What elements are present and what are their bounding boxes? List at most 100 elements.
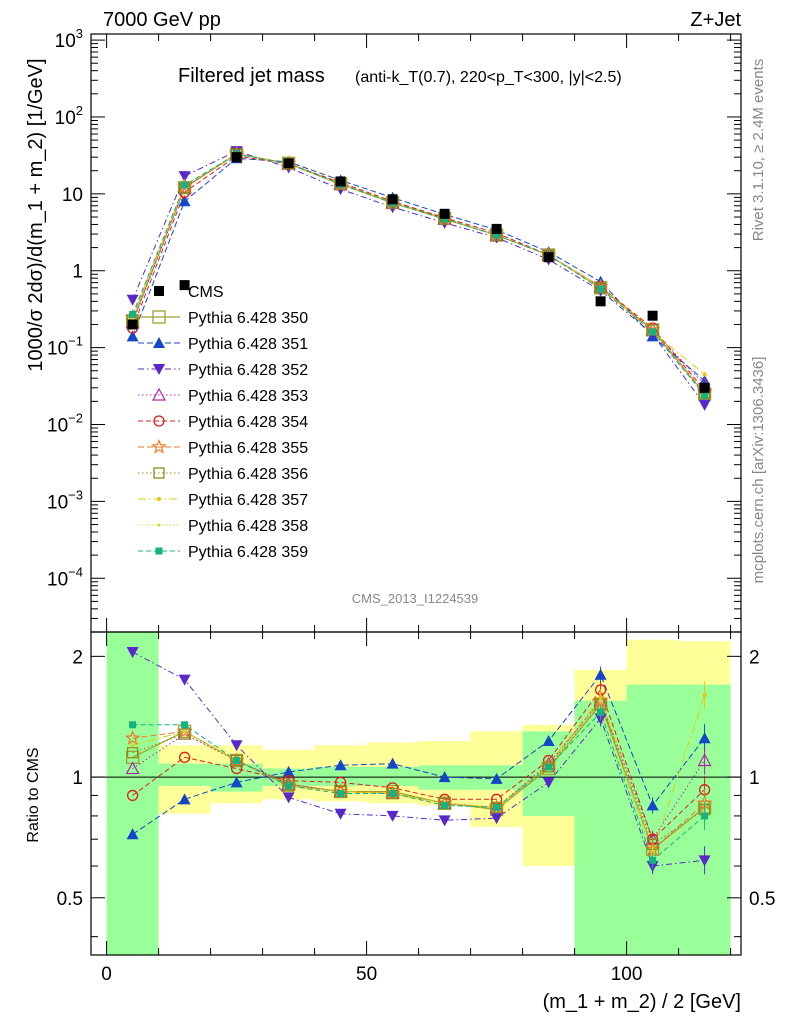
legend-marker-4 (153, 415, 165, 427)
series-ratio-point-3 (125, 761, 140, 775)
series-ratio-point-2 (334, 808, 347, 820)
legend-marker-2 (153, 364, 165, 375)
series-lines (132, 150, 706, 867)
series-ratio-point-9 (545, 763, 553, 771)
series-point-2 (178, 171, 191, 183)
data-point (595, 296, 606, 307)
data-point (179, 280, 190, 291)
main-plot-frame (90, 33, 742, 633)
legend-label-3: Pythia 6.428 353 (188, 388, 308, 405)
header-right: Z+Jet (690, 9, 741, 31)
y-axis-label: 1000/σ 2dσ)/d(m_1 + m_2) [1/GeV] (25, 58, 47, 371)
band-inner (158, 763, 211, 786)
legend-label-9: Pythia 6.428 359 (188, 544, 308, 561)
series-ratio-line-2 (132, 651, 705, 867)
series-ratio-point-9 (441, 801, 449, 809)
series-ratio-point-6 (282, 780, 295, 792)
legend-marker-1 (153, 337, 165, 348)
series-ratio-point-1 (542, 735, 555, 747)
series-line-2 (132, 150, 706, 406)
series-ratio-point-1 (230, 776, 243, 788)
ratio-y-axis-label: Ratio to CMS (25, 747, 42, 842)
x-tick-label: 50 (356, 964, 377, 985)
series-point-9 (649, 328, 657, 336)
legend-marker-5 (151, 438, 167, 454)
y-tick-label: 10−3 (47, 487, 83, 513)
ratio-tick-label-right: 2 (749, 647, 760, 668)
series-ratio-line-6 (132, 703, 705, 845)
series-line-8 (132, 153, 705, 395)
series-ratio-point-5 (124, 730, 141, 745)
data-point (231, 152, 242, 163)
series-point-2 (698, 399, 711, 411)
series-ratio-line-4 (132, 688, 705, 841)
series-ratio-point-2 (178, 674, 191, 686)
series-ratio-point-2 (282, 792, 295, 804)
ratio-tick-label-right: 1 (749, 768, 760, 789)
band-inner (366, 766, 419, 786)
ratio-tick-label: 2 (72, 647, 83, 668)
legend-label-2: Pythia 6.428 352 (188, 362, 308, 379)
legend-label-6: Pythia 6.428 356 (188, 466, 308, 483)
plot-frames (90, 33, 742, 956)
legend-marker-8 (157, 523, 161, 527)
side-label-rivet: Rivet 3.1.10, ≥ 2.4M events (750, 59, 767, 242)
y-tick-label: 10−4 (47, 564, 83, 590)
series-markers (124, 145, 713, 875)
series-line-5 (132, 153, 705, 393)
data-point (127, 319, 138, 330)
series-point-1 (126, 330, 139, 342)
series-point-9 (701, 391, 709, 399)
series-line-0 (132, 153, 706, 395)
series-point-9 (129, 310, 137, 318)
series-ratio-point-1 (334, 759, 347, 771)
series-ratio-point-6 (386, 787, 399, 800)
legend-label-7: Pythia 6.428 357 (188, 492, 308, 509)
series-ratio-point-9 (285, 782, 293, 790)
chart-title-detail: (anti-k_T(0.7), 220<p_T<300, |y|<2.5) (355, 69, 622, 86)
data-point (335, 176, 346, 187)
data-point (387, 194, 398, 205)
data-point (647, 310, 658, 321)
legend-label-1: Pythia 6.428 351 (188, 336, 308, 353)
series-ratio-line-8 (132, 705, 705, 856)
y-tick-label: 10−2 (47, 410, 83, 436)
band-inner (574, 700, 627, 955)
series-point-9 (441, 215, 449, 223)
ratio-tick-label: 1 (72, 768, 83, 789)
series-point-9 (493, 231, 501, 239)
series-ratio-point-2 (386, 810, 399, 822)
legend-marker-data (154, 286, 164, 296)
data-point (491, 223, 502, 234)
series-point-9 (181, 181, 189, 189)
series-ratio-point-1 (490, 772, 503, 784)
series-point-7 (702, 372, 707, 377)
series-ratio-point-6 (230, 754, 243, 767)
data-point (543, 252, 554, 263)
legend-label-4: Pythia 6.428 354 (188, 414, 308, 431)
ratio-tick-label: 0.5 (57, 889, 83, 910)
series-ratio-point-1 (282, 765, 295, 777)
x-tick-label: 0 (101, 964, 112, 985)
data-point (699, 382, 710, 393)
series-ratio-point-4 (178, 751, 191, 763)
legend-marker-9 (155, 547, 163, 555)
series-ratio-point-2 (438, 815, 451, 827)
legend-marker-3 (151, 387, 167, 401)
series-ratio-line-9 (132, 711, 705, 862)
series-ratio-point-9 (129, 721, 137, 729)
legend-marker-7 (156, 496, 162, 502)
series-ratio-point-8 (131, 743, 135, 747)
series-ratio-point-2 (490, 813, 503, 825)
legend-label-5: Pythia 6.428 355 (188, 440, 308, 457)
y-tick-label: 103 (55, 26, 83, 52)
series-line-4 (132, 155, 705, 391)
series-ratio-point-2 (126, 647, 139, 659)
series-ratio-point-6 (126, 747, 139, 759)
series-line-1 (132, 157, 705, 382)
legend-label-data: CMS (188, 284, 224, 301)
ratio-tick-label-right: 0.5 (749, 889, 775, 910)
legend-label-8: Pythia 6.428 358 (188, 518, 308, 535)
data-point (283, 158, 294, 169)
